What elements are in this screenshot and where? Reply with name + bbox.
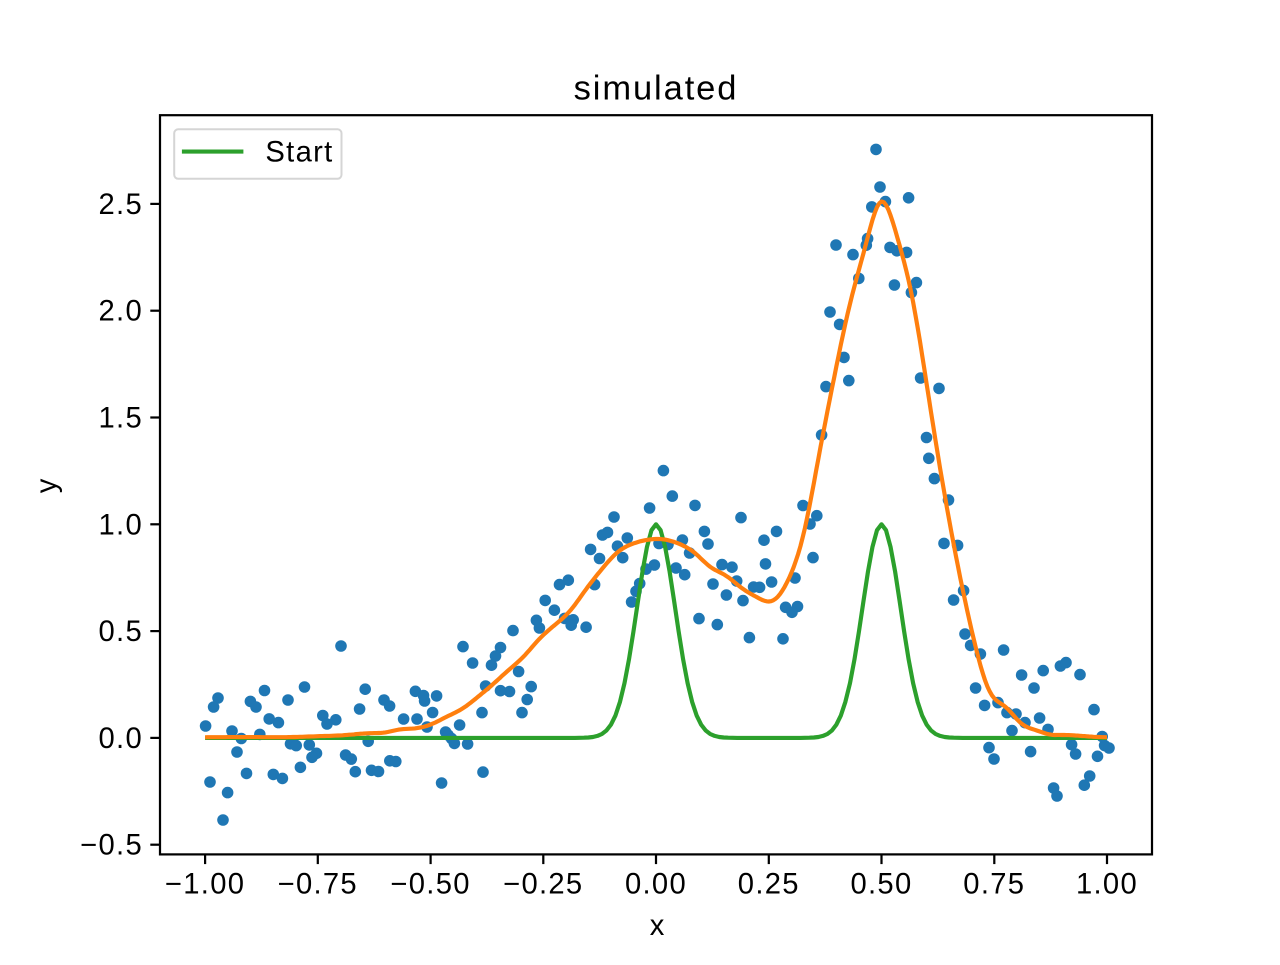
svg-text:0.75: 0.75 <box>963 869 1025 901</box>
svg-text:2.5: 2.5 <box>99 189 143 221</box>
svg-text:0.0: 0.0 <box>99 723 143 755</box>
svg-text:1.5: 1.5 <box>99 403 143 435</box>
svg-text:0.25: 0.25 <box>738 869 800 901</box>
svg-text:x: x <box>650 910 665 942</box>
svg-text:−0.50: −0.50 <box>390 869 470 901</box>
svg-text:−0.25: −0.25 <box>503 869 583 901</box>
svg-text:−1.00: −1.00 <box>165 869 245 901</box>
svg-text:2.0: 2.0 <box>99 296 143 328</box>
svg-text:0.00: 0.00 <box>625 869 687 901</box>
svg-text:−0.5: −0.5 <box>80 830 143 862</box>
svg-text:1.00: 1.00 <box>1076 869 1138 901</box>
svg-text:y: y <box>31 478 63 493</box>
svg-text:0.50: 0.50 <box>850 869 912 901</box>
svg-text:0.5: 0.5 <box>99 616 143 648</box>
svg-text:1.0: 1.0 <box>99 509 143 541</box>
svg-text:Start: Start <box>265 136 333 168</box>
svg-text:−0.75: −0.75 <box>278 869 358 901</box>
svg-text:simulated: simulated <box>574 69 739 107</box>
